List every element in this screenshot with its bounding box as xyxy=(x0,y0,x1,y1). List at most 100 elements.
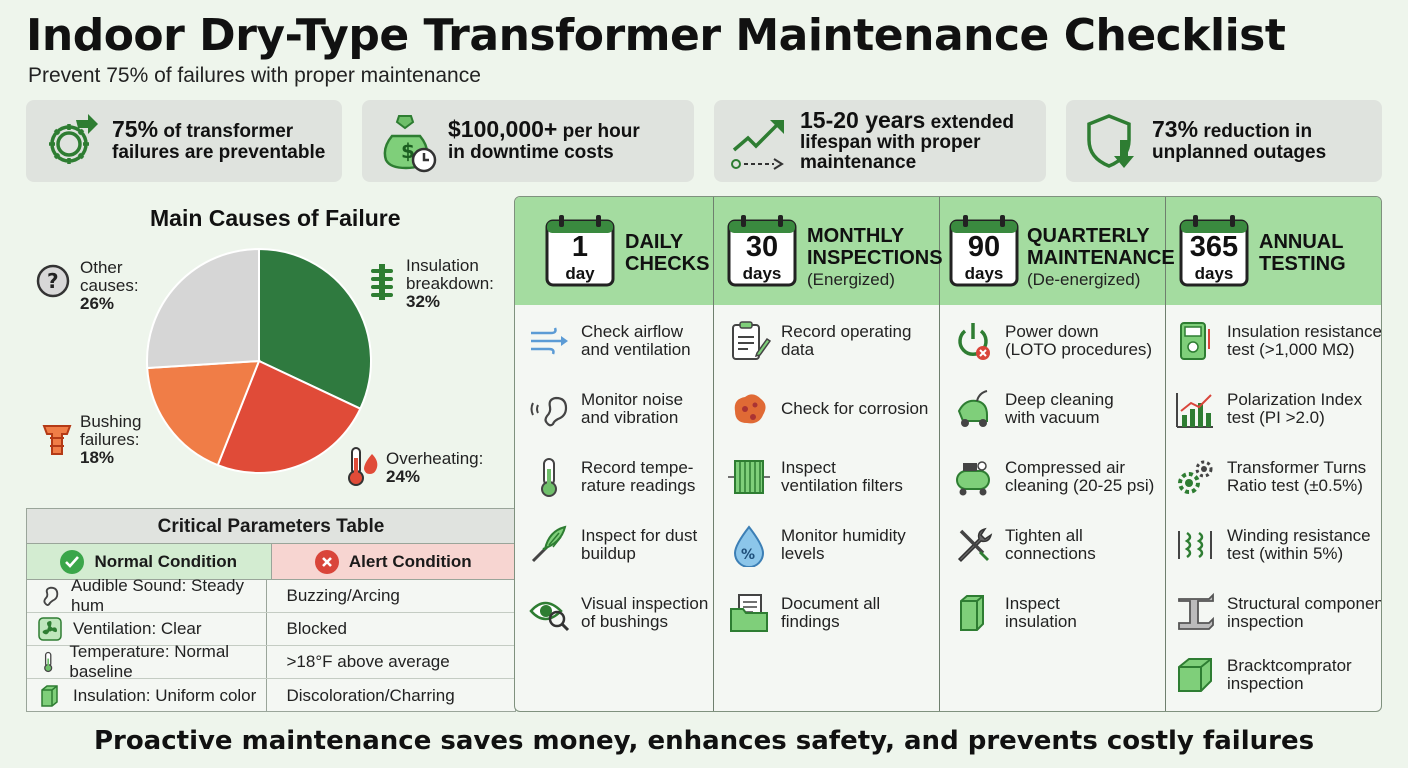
pie-chart xyxy=(146,248,372,474)
stat-highlight: 73% xyxy=(1152,116,1199,142)
fan-icon xyxy=(38,617,62,641)
task-item: Transformer Turns Ratio test (±0.5%) xyxy=(1173,455,1366,499)
task-label: Inspect for dust xyxy=(581,526,698,545)
column-divider xyxy=(939,197,940,711)
footer-tagline: Proactive maintenance saves money, enhan… xyxy=(93,726,1315,756)
task-item: Deep cleaning with vacuum xyxy=(951,387,1114,431)
corrosion-icon xyxy=(734,394,766,424)
slice-label: failures: xyxy=(80,430,140,449)
stat-text: lifespan with proper xyxy=(800,131,981,153)
column-title: QUARTERLY MAINTENANCE (De-energized) xyxy=(1027,225,1175,291)
column-title: DAILY CHECKS xyxy=(625,231,709,275)
task-label: Monitor humidity xyxy=(781,526,906,545)
ear-icon xyxy=(43,586,59,606)
task-label: connections xyxy=(1005,544,1096,563)
task-item: Insulation resistance test (>1,000 MΩ) xyxy=(1173,319,1382,363)
pie-slice-bushing-failures xyxy=(146,359,261,467)
table-row: Temperature: Normal baseline >18°F above… xyxy=(27,642,515,681)
gears-icon xyxy=(1178,460,1213,494)
task-item: Power down (LOTO procedures) xyxy=(951,319,1152,363)
page-subtitle: Prevent 75% of failures with proper main… xyxy=(28,64,481,87)
i-beam-icon xyxy=(1178,592,1214,630)
calendar-icon xyxy=(1179,215,1249,287)
table-row: Insulation: Uniform color Discoloration/… xyxy=(27,679,515,712)
stat-text: failures are preventable xyxy=(112,142,326,163)
stat-text: in downtime costs xyxy=(448,142,614,163)
task-label: and ventilation xyxy=(581,340,691,359)
column-title: MONTHLY INSPECTIONS (Energized) xyxy=(807,225,943,291)
money-bag-clock-icon: $ xyxy=(383,115,437,173)
column-title-line: TESTING xyxy=(1259,253,1346,275)
airflow-icon xyxy=(531,327,568,355)
shield-down-arrow-icon xyxy=(1087,114,1134,168)
normal-condition-header: Normal Condition xyxy=(27,544,272,579)
air-compressor-icon xyxy=(956,461,990,496)
stat-card-lifespan: 15-20 years extended lifespan with prope… xyxy=(714,100,1046,182)
multimeter-icon xyxy=(1180,322,1210,360)
task-item: Record tempe-rature readings xyxy=(527,455,695,499)
svg-text:%: % xyxy=(741,547,755,563)
task-label: with vacuum xyxy=(1005,408,1100,427)
stat-text: maintenance xyxy=(800,151,917,173)
alert-value: Blocked xyxy=(286,619,347,638)
question-icon: ? xyxy=(36,264,70,298)
task-label: ventilation filters xyxy=(781,476,903,495)
filter-icon xyxy=(728,460,770,494)
normal-value: Audible Sound: Steady hum xyxy=(71,576,244,615)
slice-label: causes: xyxy=(80,276,139,295)
task-item: Structural component inspection xyxy=(1173,591,1382,635)
column-title-line: ANNUAL xyxy=(1259,231,1344,253)
task-item: % Monitor humidity levels xyxy=(727,523,906,567)
task-label: findings xyxy=(781,612,840,631)
task-label: Visual inspection xyxy=(581,594,709,613)
task-label: Structural component xyxy=(1227,594,1382,613)
power-off-icon xyxy=(958,323,990,360)
pie-label-overheating: Overheating: 24% xyxy=(386,450,483,486)
column-divider xyxy=(1165,197,1166,711)
task-item: Inspect for dust buildup xyxy=(527,523,697,567)
column-title-line: MAINTENANCE xyxy=(1027,247,1175,269)
alert-value: Discoloration/Charring xyxy=(286,685,455,705)
stat-text: extended xyxy=(925,111,1015,133)
slice-value: 32% xyxy=(406,292,441,311)
task-label: test (PI >2.0) xyxy=(1227,408,1325,427)
task-label: rature readings xyxy=(581,476,696,495)
task-label: and vibration xyxy=(581,408,679,427)
gear-refresh-icon xyxy=(49,114,98,164)
task-item: Monitor noise and vibration xyxy=(527,387,683,431)
stat-card-downtime: $ $100,000+ per hour in downtime costs xyxy=(362,100,694,182)
stat-card-outages: 73% reduction in unplanned outages xyxy=(1066,100,1382,182)
clipboard-pencil-icon xyxy=(732,321,771,360)
pie-label-insulation: Insulation breakdown: 32% xyxy=(406,257,494,311)
pie-label-other: Other causes: 26% xyxy=(80,259,139,313)
task-label: cleaning (20-25 psi) xyxy=(1005,476,1155,495)
task-label: Polarization Index xyxy=(1227,390,1363,409)
task-label: insulation xyxy=(1005,612,1077,631)
folder-document-icon xyxy=(730,594,768,632)
column-subtitle: (Energized) xyxy=(807,270,895,289)
critical-parameters-table: Critical Parameters Table Normal Conditi… xyxy=(26,508,516,712)
task-label: Monitor noise xyxy=(581,390,684,409)
normal-header-label: Normal Condition xyxy=(94,551,238,571)
pie-title: Main Causes of Failure xyxy=(150,205,401,231)
column-subtitle: (De-energized) xyxy=(1027,270,1141,289)
alert-condition-header: Alert Condition xyxy=(271,544,515,579)
slice-label: Bushing xyxy=(80,412,142,431)
stat-card-preventable: 75% of transformer failures are preventa… xyxy=(26,100,342,182)
eye-magnifier-icon xyxy=(529,601,570,632)
svg-text:?: ? xyxy=(47,269,59,293)
thermometer-icon xyxy=(44,651,53,673)
task-label: Ratio test (±0.5%) xyxy=(1227,476,1363,495)
svg-text:$: $ xyxy=(401,139,415,163)
task-item: Visual inspection of bushings xyxy=(527,591,708,635)
task-label: Power down xyxy=(1005,322,1099,341)
normal-value: Ventilation: Clear xyxy=(73,619,202,638)
slice-label: Other xyxy=(80,258,123,277)
slice-label: Overheating: xyxy=(386,449,484,468)
table-row: Ventilation: Clear Blocked xyxy=(27,613,515,646)
insulation-block-icon xyxy=(41,684,58,707)
task-label: Insulation resistance xyxy=(1227,322,1382,341)
bushing-icon xyxy=(42,425,72,455)
page-title: Indoor Dry-Type Transformer Maintenance … xyxy=(26,10,1286,61)
task-label: test (within 5%) xyxy=(1227,544,1344,563)
